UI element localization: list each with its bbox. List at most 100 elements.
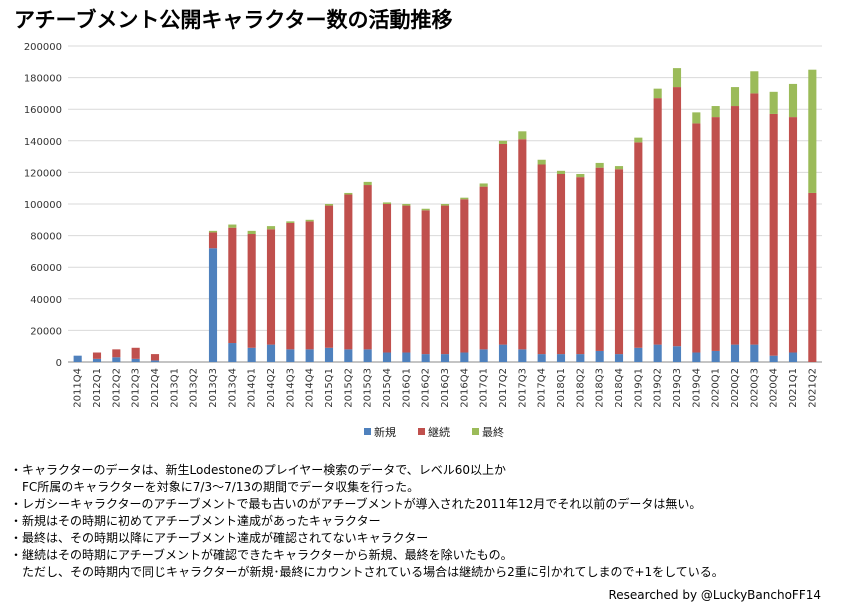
x-tick-label: 2019Q1: [633, 368, 644, 408]
bars: [73, 68, 817, 362]
bar-2020Q4-継続: [769, 113, 778, 356]
x-tick-label: 2014Q3: [285, 368, 296, 408]
bar-2012Q2-継続: [112, 349, 121, 358]
bar-2019Q2-継続: [653, 98, 662, 345]
bar-2018Q1-新規: [556, 354, 566, 362]
page-title: アチーブメント公開キャラクター数の活動推移: [14, 8, 453, 32]
legend-label-最終: 最終: [482, 425, 504, 439]
bar-2014Q4-新規: [305, 349, 314, 362]
bar-2021Q1-最終: [788, 83, 798, 118]
bar-2015Q2-継続: [344, 194, 353, 350]
bar-2013Q3-継続: [208, 232, 218, 249]
x-tick-label: 2017Q4: [537, 368, 548, 408]
bar-2015Q3-継続: [363, 185, 372, 350]
bar-2021Q1-新規: [788, 352, 798, 362]
x-tick-label: 2013Q2: [189, 368, 200, 408]
bar-2018Q1-最終: [556, 170, 566, 174]
x-tick-label: 2020Q4: [769, 368, 780, 408]
bar-2017Q2-継続: [498, 143, 508, 345]
y-tick-label: 200000: [24, 42, 62, 53]
y-tick-label: 120000: [24, 168, 62, 179]
bar-2014Q3-最終: [286, 221, 295, 223]
bar-2012Q4-継続: [150, 354, 160, 361]
bar-2012Q2-新規: [112, 357, 121, 362]
bar-2018Q1-継続: [556, 173, 566, 355]
x-tick-label: 2018Q2: [575, 368, 586, 408]
bar-2015Q4-新規: [382, 352, 392, 362]
bar-2012Q3-継続: [131, 347, 140, 359]
note-7: ただし、その時期内で同じキャラクターが新規･最終にカウントされている場合は継続か…: [22, 565, 724, 579]
bar-2017Q2-新規: [498, 344, 508, 362]
x-tick-label: 2017Q1: [479, 368, 490, 408]
bar-2019Q4-新規: [692, 352, 701, 362]
bar-2014Q4-最終: [305, 219, 314, 222]
x-tick-label: 2018Q1: [556, 368, 567, 408]
y-tick-label: 0: [56, 358, 62, 369]
bar-2016Q3-最終: [440, 204, 450, 206]
y-tick-label: 20000: [30, 326, 62, 337]
x-tick-label: 2016Q3: [440, 368, 451, 408]
bar-2021Q2-最終: [808, 69, 817, 193]
bar-2016Q4-最終: [460, 197, 469, 200]
bar-2018Q2-最終: [576, 173, 585, 178]
stacked-bar-chart: 0 20000 40000 60000 80000 100000 120000 140000 1…: [24, 42, 822, 439]
bar-2018Q2-継続: [576, 177, 585, 355]
x-tick-label: 2017Q3: [517, 368, 528, 408]
bar-2015Q1-継続: [324, 205, 334, 348]
x-tick-label: 2013Q3: [208, 368, 219, 408]
x-tick-label: 2011Q4: [73, 368, 84, 408]
x-tick-label: 2020Q3: [749, 368, 760, 408]
bar-2016Q2-新規: [421, 354, 430, 362]
bar-2015Q4-最終: [382, 202, 392, 204]
x-tick-label: 2018Q4: [614, 368, 625, 408]
bar-2019Q1-最終: [634, 137, 643, 143]
x-tick-label: 2020Q1: [711, 368, 722, 408]
bar-2014Q1-最終: [247, 230, 256, 235]
bar-2019Q1-継続: [634, 142, 643, 348]
bar-2018Q3-最終: [595, 162, 604, 168]
bar-2016Q2-最終: [421, 208, 430, 211]
x-axis-ticks: 2011Q4 2012Q1 2012Q2 2012Q3 2012Q4 2013Q1 2013…: [73, 368, 819, 408]
bar-2019Q4-継続: [692, 123, 701, 353]
y-tick-label: 140000: [24, 137, 62, 148]
bar-2014Q2-新規: [266, 344, 276, 362]
bar-2016Q1-最終: [402, 204, 411, 206]
bar-2020Q3-最終: [750, 71, 759, 94]
x-tick-label: 2013Q4: [227, 368, 238, 408]
x-tick-label: 2012Q3: [131, 368, 142, 408]
note-5: ・最終は、その時期以降にアチーブメント達成が確認されてないキャラクター: [10, 531, 429, 545]
bar-2012Q1-新規: [92, 358, 102, 362]
bar-2017Q2-最終: [498, 140, 508, 144]
bar-2019Q4-最終: [692, 112, 701, 124]
x-tick-label: 2019Q3: [672, 368, 683, 408]
bar-2018Q2-新規: [576, 354, 585, 362]
bar-2016Q4-継続: [460, 199, 469, 353]
bar-2021Q1-継続: [788, 117, 798, 353]
bar-2020Q1-新規: [711, 350, 720, 362]
note-1: ・キャラクターのデータは、新生Lodestoneのプレイヤー検索のデータで、レベ…: [10, 463, 507, 477]
x-tick-label: 2021Q1: [788, 368, 799, 408]
x-tick-label: 2021Q2: [807, 368, 818, 408]
note-6: ・継続はその時期にアチーブメントが確認できたキャラクターから新規、最終を除いたも…: [10, 548, 513, 562]
bar-2015Q1-最終: [324, 204, 334, 206]
bar-2016Q2-継続: [421, 210, 430, 355]
bar-2013Q4-継続: [228, 227, 237, 344]
bar-2017Q3-最終: [518, 131, 527, 140]
bar-2020Q4-最終: [769, 91, 778, 114]
bar-2016Q3-継続: [440, 205, 450, 355]
bar-2018Q4-最終: [614, 166, 624, 170]
x-tick-label: 2018Q3: [595, 368, 606, 408]
y-tick-label: 180000: [24, 74, 62, 85]
x-tick-label: 2015Q2: [343, 368, 354, 408]
x-tick-label: 2016Q2: [421, 368, 432, 408]
y-tick-label: 100000: [24, 200, 62, 211]
bar-2012Q3-新規: [131, 358, 140, 362]
bar-2016Q3-新規: [440, 354, 450, 362]
legend-swatch-新規: [364, 428, 371, 435]
notes: ・キャラクターのデータは、新生Lodestoneのプレイヤー検索のデータで、レベ…: [10, 462, 724, 581]
legend-swatch-最終: [472, 428, 479, 435]
bar-2018Q3-継続: [595, 167, 604, 351]
bar-2019Q3-最終: [672, 68, 682, 88]
bar-2014Q1-継続: [247, 234, 256, 348]
x-tick-label: 2019Q2: [653, 368, 664, 408]
